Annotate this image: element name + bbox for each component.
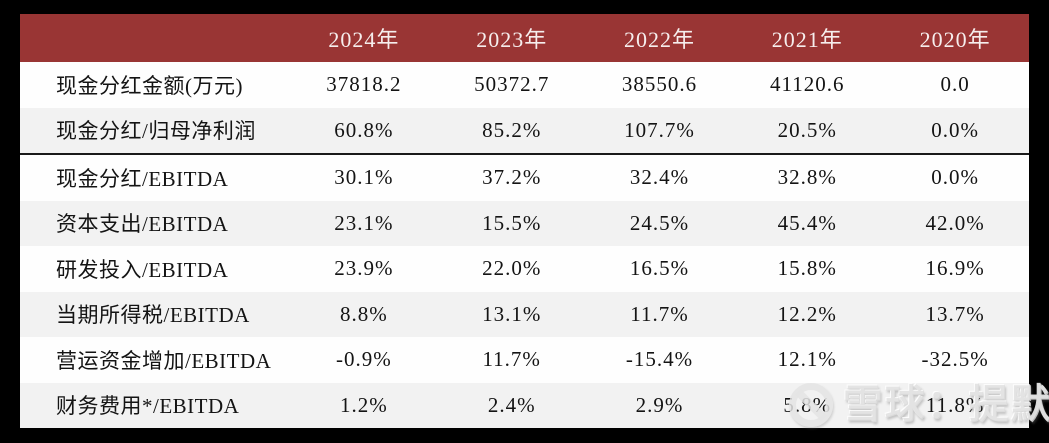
value-cell: 2.9%	[635, 392, 684, 417]
value-cell: 60.8%	[334, 117, 394, 142]
value-cell: 0.0%	[931, 117, 979, 142]
row-label: 财务费用*/EBITDA	[56, 394, 240, 419]
value-cell: 5.8%	[783, 392, 832, 417]
value-cell: 42.0%	[925, 210, 985, 235]
table-row: 营运资金增加/EBITDA -0.9% 11.7% -15.4% 12.1% -32.5%	[20, 337, 1029, 383]
value-cell: 13.7%	[925, 301, 985, 326]
value-cell: 107.7%	[624, 117, 695, 142]
row-label: 现金分红/EBITDA	[56, 166, 229, 191]
value-cell: 41120.6	[770, 72, 845, 97]
value-cell: 11.7%	[482, 347, 541, 372]
header-year-cell: 2024年	[328, 27, 400, 52]
value-cell: 0.0%	[931, 165, 979, 190]
value-cell: 45.4%	[777, 210, 837, 235]
value-cell: 32.4%	[629, 165, 690, 190]
value-cell: 24.5%	[629, 210, 690, 235]
table-row: 现金分红金额(万元) 37818.2 50372.7 38550.6 41120.6 0.…	[20, 62, 1029, 108]
value-cell: 30.1%	[334, 165, 394, 190]
value-cell: 23.9%	[334, 256, 394, 281]
value-cell: 8.8%	[340, 301, 388, 326]
value-cell: 32.8%	[777, 165, 837, 190]
value-cell: 16.9%	[925, 256, 985, 281]
row-label: 现金分红金额(万元)	[56, 73, 243, 98]
table-row: 财务费用*/EBITDA 1.2% 2.4% 2.9% 5.8% 11.8%	[20, 382, 1029, 428]
header-year-cell: 2022年	[623, 27, 695, 52]
header-year-cell: 2023年	[476, 27, 548, 52]
value-cell: 11.7%	[630, 301, 689, 326]
value-cell: 37818.2	[326, 72, 402, 97]
row-label: 营运资金增加/EBITDA	[56, 348, 272, 373]
value-cell: 16.5%	[629, 256, 690, 281]
value-cell: -0.9%	[336, 347, 392, 372]
value-cell: 12.1%	[777, 347, 837, 372]
header-year-cell: 2021年	[771, 27, 843, 52]
value-cell: 2.4%	[487, 392, 536, 417]
table-row: 现金分红/EBITDA 30.1% 37.2% 32.4% 32.8% 0.0%	[20, 155, 1029, 201]
row-label: 当期所得税/EBITDA	[56, 303, 250, 328]
value-cell: 23.1%	[334, 210, 394, 235]
table-row: 研发投入/EBITDA 23.9% 22.0% 16.5% 15.8% 16.9%	[20, 246, 1029, 292]
value-cell: 37.2%	[482, 165, 542, 190]
row-label: 研发投入/EBITDA	[56, 257, 229, 282]
value-cell: 38550.6	[621, 72, 698, 97]
value-cell: 13.1%	[482, 301, 542, 326]
value-cell: -15.4%	[625, 347, 694, 372]
value-cell: 50372.7	[474, 72, 550, 97]
value-cell: 15.5%	[482, 210, 542, 235]
value-cell: 15.8%	[777, 256, 837, 281]
value-cell: 1.2%	[340, 392, 388, 417]
table-row: 现金分红/归母净利润 60.8% 85.2% 107.7% 20.5% 0.0%	[20, 107, 1029, 155]
table-row: 当期所得税/EBITDA 8.8% 13.1% 11.7% 12.2% 13.7%	[20, 291, 1029, 337]
value-cell: 12.2%	[777, 301, 837, 326]
row-label: 资本支出/EBITDA	[56, 212, 229, 237]
value-cell: 85.2%	[482, 117, 542, 142]
table-header-row: 2024年 2023年 2022年 2021年 2020年	[20, 14, 1029, 62]
row-label: 现金分红/归母净利润	[56, 119, 256, 144]
financial-ratio-table: 2024年 2023年 2022年 2021年 2020年 现金分红金额(万元) 3781…	[20, 14, 1029, 428]
value-cell: 22.0%	[482, 256, 542, 281]
header-year-cell: 2020年	[919, 27, 991, 52]
value-cell: 11.8%	[925, 392, 985, 417]
value-cell: 20.5%	[777, 117, 837, 142]
value-cell: 0.0	[940, 72, 970, 97]
table-row: 资本支出/EBITDA 23.1% 15.5% 24.5% 45.4% 42.0%	[20, 200, 1029, 246]
value-cell: -32.5%	[921, 347, 989, 372]
